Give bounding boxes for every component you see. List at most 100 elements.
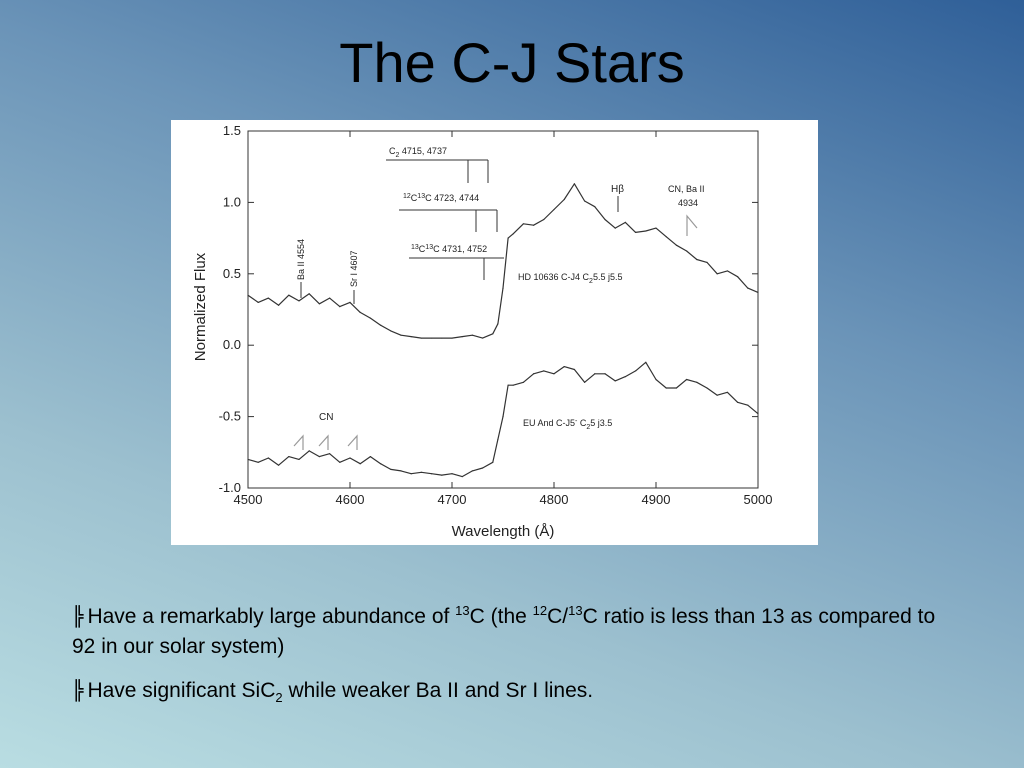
series-point — [737, 276, 739, 278]
series-point — [747, 404, 749, 406]
superscript: 12 — [532, 603, 548, 618]
spectrum-figure: 4500 4600 4700 4800 4900 5000 -1.0 -0.5 0.0 0.5 1.… — [171, 120, 818, 545]
series-point — [614, 380, 616, 382]
x-tick-label: 4900 — [642, 492, 671, 507]
series-point — [492, 333, 494, 335]
double-bar-bullet-icon: ╠ — [72, 606, 84, 628]
series-point — [257, 461, 259, 463]
series-point — [614, 227, 616, 229]
series-point — [584, 381, 586, 383]
series-point — [655, 378, 657, 381]
series-point — [451, 337, 453, 339]
series-point — [278, 464, 280, 466]
series-point — [471, 470, 473, 472]
series-point — [645, 361, 647, 363]
series-point — [471, 334, 473, 336]
series-point — [726, 270, 729, 272]
series-point — [400, 334, 402, 336]
series-point — [635, 231, 637, 233]
series-point — [502, 416, 504, 418]
series-point — [390, 468, 392, 471]
series-point — [410, 473, 412, 475]
series-point — [696, 381, 698, 383]
series-point — [482, 337, 484, 339]
series-point — [543, 370, 545, 372]
series-point — [359, 311, 361, 313]
series-point — [757, 291, 759, 293]
series-point — [329, 453, 331, 455]
series-point — [522, 223, 524, 225]
y-tick-label: 1.0 — [223, 194, 241, 209]
series-point — [507, 237, 509, 239]
series-point — [318, 455, 320, 458]
marker-cn-ba-ii — [686, 214, 698, 236]
series-point — [431, 337, 433, 339]
series-point — [645, 230, 647, 232]
bullet-text: C ratio is less than 13 as compared to 9… — [72, 605, 936, 658]
y-tick-label: 0.5 — [223, 266, 241, 281]
series-point — [441, 337, 443, 339]
series-point — [604, 218, 606, 221]
series-point — [318, 303, 320, 305]
y-tick-label: 0.0 — [223, 337, 241, 352]
series-point — [726, 391, 729, 393]
series-point — [553, 373, 555, 375]
series-point — [686, 378, 688, 381]
series-point — [492, 461, 494, 463]
series-point — [247, 458, 249, 461]
series-point — [390, 330, 392, 332]
series-point — [512, 233, 514, 235]
series-point — [267, 457, 269, 459]
slide-title: The C-J Stars — [339, 31, 685, 94]
bullet-sic2: ╠ Have significant SiC2 while weaker Ba I… — [72, 676, 952, 713]
annotation-h-beta: Hβ — [611, 184, 624, 195]
annotation-sr-i: Sr I 4607 — [349, 250, 359, 287]
series-point — [410, 336, 412, 338]
series-point — [329, 297, 331, 299]
y-axis-label: Normalized Flux — [192, 252, 209, 361]
series-point — [380, 463, 382, 465]
series-point — [655, 227, 657, 229]
series-point — [747, 287, 749, 289]
series-point — [686, 250, 688, 252]
series-point — [497, 438, 499, 441]
series-point — [298, 300, 300, 302]
series-point — [573, 183, 575, 185]
series-point — [624, 221, 626, 223]
series-point — [665, 387, 667, 389]
spectrum-chart: 4500 4600 4700 4800 4900 5000 -1.0 -0.5 0.0 0.5 1.… — [192, 123, 773, 540]
series-point — [349, 301, 351, 303]
superscript: 13 — [568, 603, 583, 618]
series-point — [278, 304, 280, 306]
y-tick-label: 1.5 — [223, 123, 241, 138]
series-point — [461, 336, 463, 338]
series-point — [553, 208, 555, 211]
y-tick-label: -1.0 — [219, 480, 241, 495]
marker-cn-1 — [293, 434, 304, 450]
bullet-text: Have a remarkably large abundance of — [87, 605, 456, 628]
series-point — [431, 473, 433, 475]
series-point — [594, 206, 596, 208]
series-point — [716, 273, 718, 275]
annotation-cn-ba-ii: CN, Ba II — [668, 184, 705, 194]
bullet-text: while weaker Ba II and Sr I lines. — [282, 679, 594, 702]
subscript: 2 — [275, 690, 283, 706]
x-tick-label: 4700 — [438, 492, 467, 507]
series-point — [441, 474, 443, 476]
series-point — [512, 384, 514, 386]
series-point — [533, 373, 535, 375]
series-point — [706, 387, 708, 389]
series-point — [257, 301, 259, 303]
series-point — [635, 370, 637, 372]
series-point — [507, 384, 509, 386]
series-point — [563, 366, 565, 368]
series-point — [624, 376, 626, 378]
annotation-c2: C2 4715, 4737 — [389, 146, 447, 159]
label-eu-and: EU And C-J5- C25 j3.5 — [523, 418, 612, 431]
series-point — [563, 198, 565, 201]
series-point — [349, 457, 351, 459]
series-point — [247, 294, 249, 296]
series-point — [451, 473, 453, 475]
x-tick-label: 5000 — [744, 492, 773, 507]
series-point — [706, 261, 708, 263]
